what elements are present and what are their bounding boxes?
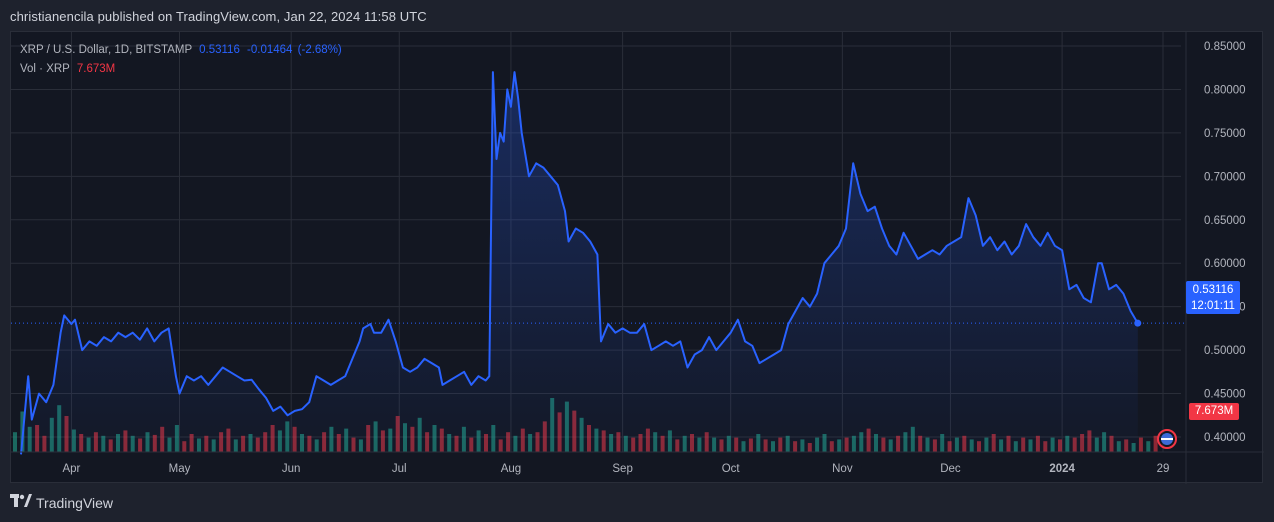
y-tick-label: 0.75000 [1204,128,1246,140]
chart-legend: XRP / U.S. Dollar, 1D, BITSTAMP 0.53116 … [20,41,342,79]
volume-bar [1153,435,1158,452]
price-line [20,71,1139,455]
price-chart[interactable]: 0.85000 0.80000 0.75000 0.70000 0.65000 0.600… [11,32,1264,484]
volume-bar [1138,437,1143,452]
y-tick-label: 0.85000 [1204,41,1246,53]
x-tick-label: Dec [940,463,961,475]
x-tick-label: Oct [722,463,741,475]
y-tick-label: 0.45000 [1204,389,1246,401]
footer-brand-name: TradingView [36,495,114,511]
tradingview-logo-icon [10,494,32,512]
y-tick-label: 0.65000 [1204,215,1246,227]
x-tick-label: Jul [392,463,407,475]
legend-volume-row: Vol · XRP 7.673M [20,60,342,79]
volume-tag: 7.673M [1189,403,1239,420]
y-tick-label: 0.60000 [1204,258,1246,270]
publish-line: christianencila published on TradingView… [10,9,427,24]
legend-volume-label[interactable]: Vol · XRP [20,63,70,75]
footer-brand[interactable]: TradingView [10,494,113,512]
legend-volume-value: 7.673M [76,63,116,75]
last-price-tag: 0.53116 12:01:11 [1186,281,1240,314]
volume-bar [1146,441,1151,452]
legend-change: -0.01464 [247,44,293,56]
x-tick-label: 29 [1157,463,1170,475]
time-axis: Apr May Jun Jul Aug Sep Oct Nov Dec 2024 29 [11,451,1264,475]
x-tick-label: Nov [832,463,853,475]
bar-countdown: 12:01:11 [1191,300,1235,312]
y-tick-label: 0.70000 [1204,171,1246,183]
x-tick-label: Jun [282,463,301,475]
x-tick-label: 2024 [1049,463,1075,475]
legend-symbol-row: XRP / U.S. Dollar, 1D, BITSTAMP 0.53116 … [20,41,342,60]
last-price-dot [1134,319,1142,327]
y-tick-label: 0.40000 [1204,432,1246,444]
x-tick-label: Apr [62,463,80,475]
y-tick-label: 0.80000 [1204,84,1246,96]
price-axis: 0.85000 0.80000 0.75000 0.70000 0.65000 0.600… [1185,32,1246,484]
y-tick-label: 0.50000 [1204,345,1246,357]
legend-symbol[interactable]: XRP / U.S. Dollar, 1D, BITSTAMP [20,44,192,56]
x-tick-label: May [169,463,191,475]
price-area [21,72,1138,455]
chart-pane[interactable]: 0.85000 0.80000 0.75000 0.70000 0.65000 0.600… [10,31,1264,484]
volume-bar [13,432,17,452]
flag-icon [1157,429,1177,449]
legend-change-pct: (-2.68%) [297,44,342,56]
legend-last-price: 0.53116 [199,44,240,56]
last-price-tag-value: 0.53116 [1192,284,1234,296]
x-tick-label: Aug [501,463,521,475]
x-tick-label: Sep [612,463,632,475]
